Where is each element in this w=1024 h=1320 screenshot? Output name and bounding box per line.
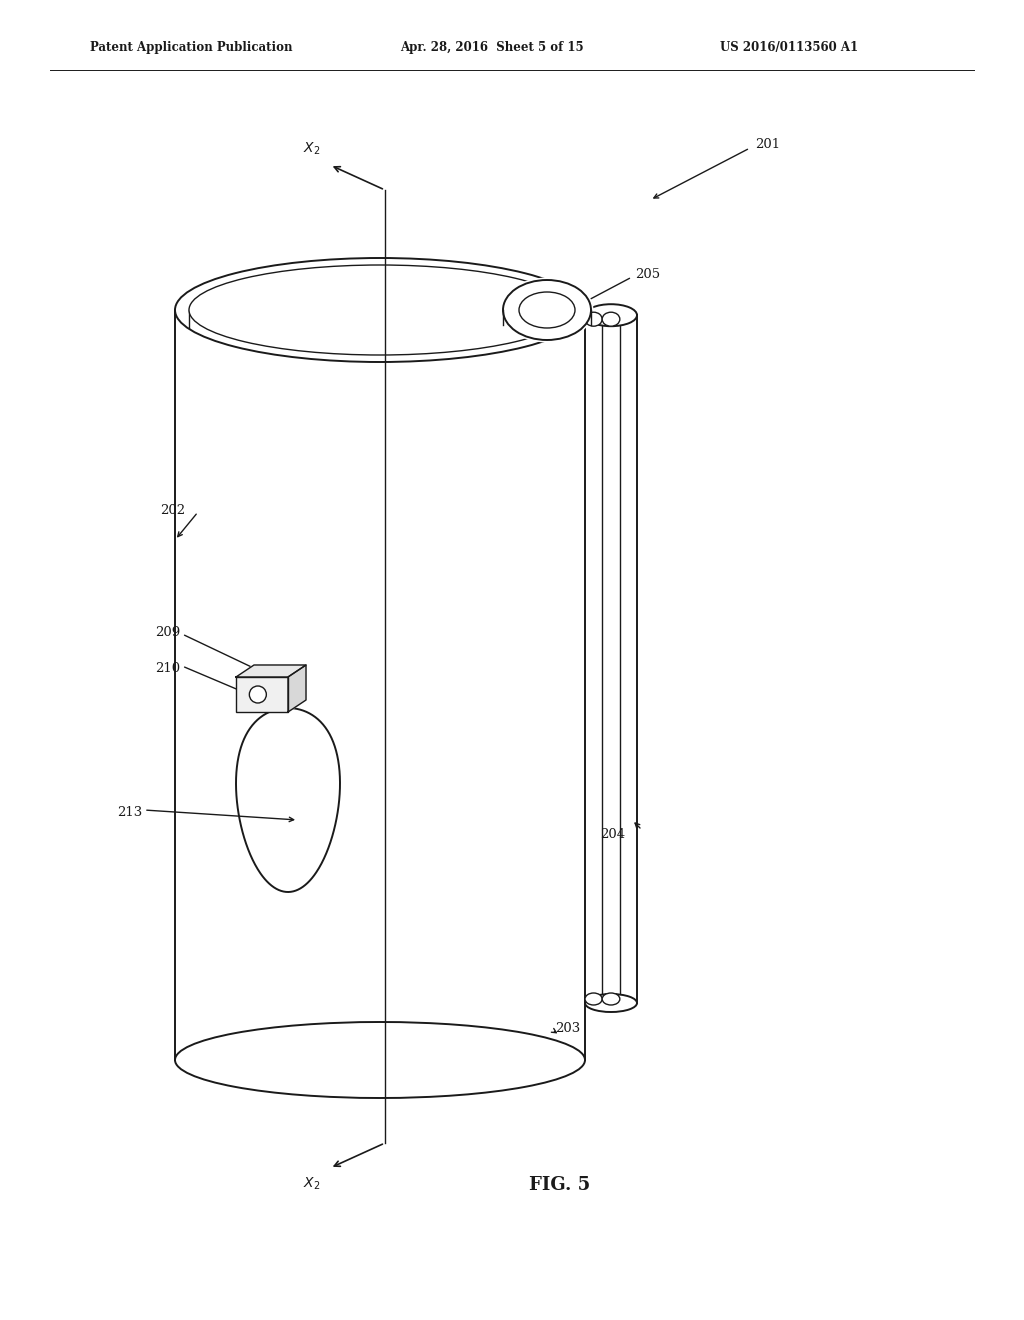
Text: 201: 201 <box>755 139 780 152</box>
Ellipse shape <box>585 994 637 1012</box>
Ellipse shape <box>501 277 594 342</box>
Bar <box>236 677 288 711</box>
Text: Apr. 28, 2016  Sheet 5 of 15: Apr. 28, 2016 Sheet 5 of 15 <box>400 41 584 54</box>
Text: $X_2$: $X_2$ <box>303 1176 319 1192</box>
Text: 203: 203 <box>555 1022 581 1035</box>
Text: US 2016/0113560 A1: US 2016/0113560 A1 <box>720 41 858 54</box>
Ellipse shape <box>503 280 591 341</box>
Text: 213: 213 <box>117 805 142 818</box>
Ellipse shape <box>519 292 575 327</box>
Ellipse shape <box>585 304 637 326</box>
Text: $X_2$: $X_2$ <box>303 141 319 157</box>
Text: 204: 204 <box>600 829 625 842</box>
Ellipse shape <box>585 993 602 1005</box>
Text: 202: 202 <box>160 503 185 516</box>
Text: 209: 209 <box>155 626 180 639</box>
Text: FIG. 5: FIG. 5 <box>529 1176 591 1195</box>
Ellipse shape <box>602 993 620 1005</box>
Polygon shape <box>236 665 306 677</box>
Ellipse shape <box>585 313 602 326</box>
Ellipse shape <box>189 265 571 355</box>
Ellipse shape <box>602 313 620 326</box>
Circle shape <box>249 686 266 704</box>
Ellipse shape <box>175 257 585 362</box>
Ellipse shape <box>175 1022 585 1098</box>
Text: 210: 210 <box>155 661 180 675</box>
Text: 205: 205 <box>635 268 660 281</box>
Polygon shape <box>288 665 306 711</box>
Text: Patent Application Publication: Patent Application Publication <box>90 41 293 54</box>
Text: 211: 211 <box>440 342 465 355</box>
